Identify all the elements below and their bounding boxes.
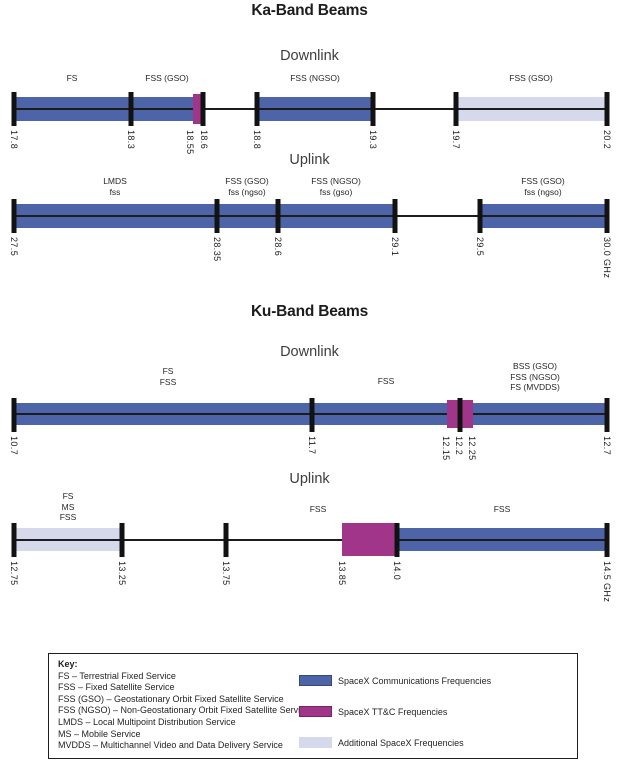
tick-label: 12.7 [602,436,612,456]
ka-band-title: Ka-Band Beams [251,2,368,19]
tick [394,523,400,557]
tick-label: 10.7 [9,436,19,456]
tick [214,199,220,233]
segment-fill-ttc [193,94,203,124]
tick-label: 18.3 [126,130,136,150]
allocation-label: FSS (GSO) [509,73,553,83]
tick [254,92,260,126]
tick-label: 17.8 [9,130,19,150]
key-definition: FSS – Fixed Satellite Service [58,682,175,693]
tick-label: 14.5 GHz [602,561,612,603]
ku-band-title: Ku-Band Beams [250,303,369,320]
ka-downlink-heading: Downlink [280,48,339,64]
tick-label: 13.75 [221,561,231,586]
tick-label: 18.55 [185,130,195,155]
tick-label: 12.2 [454,436,464,456]
key-definition: FSS (GSO) – Geostationary Orbit Fixed Sa… [58,693,284,704]
tick [453,92,459,126]
ku-downlink-heading: Downlink [280,344,339,360]
allocation-label: FS FSS [159,366,177,387]
key-title: Key: [58,659,78,669]
tick-label: 19.3 [368,130,378,150]
tick-label: 30.0 GHz [602,237,612,279]
allocation-label: FSS [309,504,327,514]
legend-swatch-communications [299,675,332,686]
key-definitions: Key: FS – Terrestrial Fixed Service FSS … [58,659,310,752]
allocation-label: FSS [493,504,511,514]
tick [604,92,610,126]
allocation-label: FSS (GSO) fss (ngso) [225,176,269,197]
axis-line [14,108,607,110]
tick-label: 29.5 [475,237,485,257]
legend-swatch-additional [299,737,332,748]
tick [119,523,125,557]
ka-uplink-heading: Uplink [289,152,330,168]
allocation-label: LMDS fss [103,176,127,197]
key-definition: LMDS – Local Multipoint Distribution Ser… [58,716,236,727]
tick-label: 18.6 [199,130,209,150]
key-definition: MVDDS – Multichannel Video and Data Deli… [58,740,283,751]
tick [309,398,315,432]
key-box: Key: FS – Terrestrial Fixed Service FSS … [48,653,578,759]
tick-label: 13.85 [337,561,347,586]
tick [392,199,398,233]
tick-label: 12.15 [441,436,451,461]
tick [200,92,206,126]
tick [11,398,17,432]
tick [128,92,134,126]
allocation-label: FS [66,73,78,83]
tick-label: 28.6 [273,237,283,257]
tick-label: 11.7 [307,436,317,455]
tick-label: 12.75 [9,561,19,586]
legend-swatch-ttc [299,706,332,717]
legend-label: SpaceX Communications Frequencies [338,676,492,686]
ku-uplink-heading: Uplink [289,471,330,487]
tick [604,199,610,233]
allocation-label: BSS (GSO) FSS (NGSO) FS (MVDDS) [510,361,560,392]
allocation-label: FSS (GSO) fss (ngso) [521,176,565,197]
tick [477,199,483,233]
tick-label: 19.7 [451,130,461,150]
tick-label: 18.8 [252,130,262,150]
tick-label: 12.25 [467,436,477,461]
tick [604,398,610,432]
tick-label: 13.25 [117,561,127,586]
tick-label: 29.1 [390,237,400,257]
tick-label: 20.2 [602,130,612,150]
legend-label: SpaceX TT&C Frequencies [338,707,448,717]
tick [370,92,376,126]
allocation-label: FSS (GSO) [145,73,189,83]
tick-label: 28.35 [212,237,222,262]
legend-label: Additional SpaceX Frequencies [338,738,464,748]
tick-label: 27.5 [9,237,19,257]
tick [11,523,17,557]
allocation-label: FSS (NGSO) [290,73,340,83]
tick [457,398,463,432]
tick [275,199,281,233]
allocation-label: FS MS FSS [59,491,77,522]
tick [604,523,610,557]
axis-line [14,539,607,541]
axis-line [14,215,607,217]
segment-fill-ttc [342,523,397,556]
tick [11,92,17,126]
tick-label: 14.0 [392,561,402,581]
allocation-label: FSS (NGSO) fss (gso) [311,176,361,197]
key-definition: FS – Terrestrial Fixed Service [58,670,176,681]
key-definition: MS – Mobile Service [58,728,141,739]
allocation-label: FSS [377,376,395,386]
key-definition: FSS (NGSO) – Non-Geostationary Orbit Fix… [58,705,310,716]
tick [11,199,17,233]
tick [223,523,229,557]
